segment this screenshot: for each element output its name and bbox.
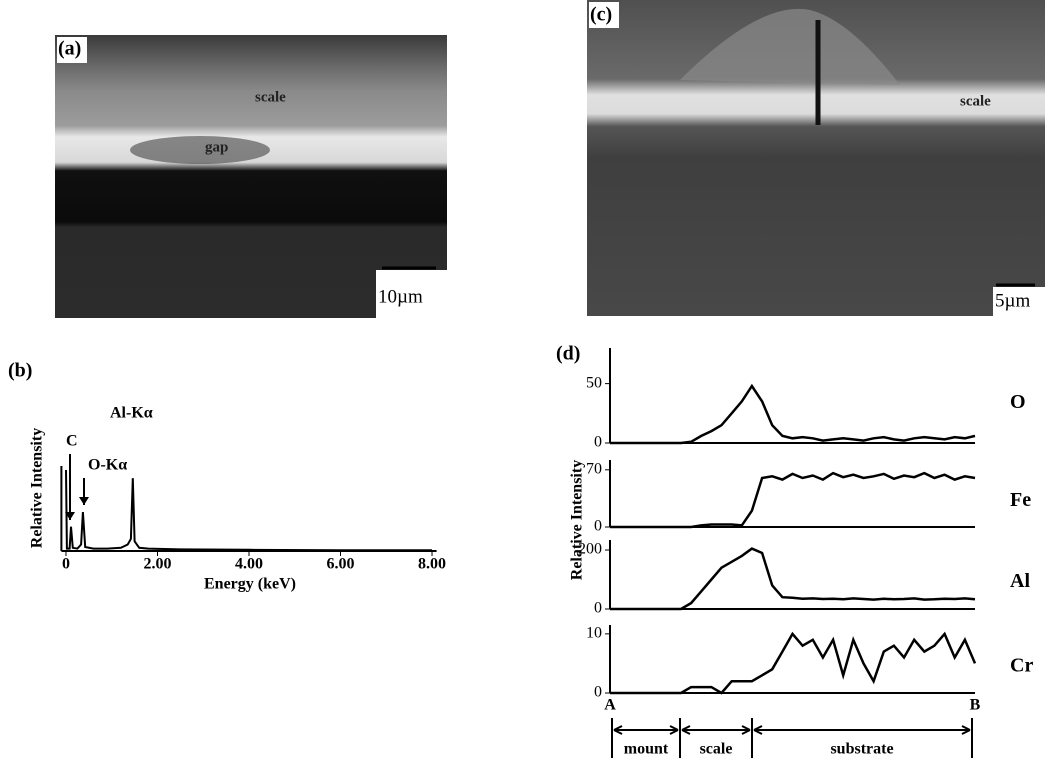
profile-line — [610, 383, 976, 445]
label-box — [57, 37, 87, 63]
x-tick-label: 4.00 — [235, 556, 263, 573]
x-tick-label: 8.00 — [418, 556, 446, 573]
segment-label: substrate — [830, 741, 893, 758]
peak-label: C — [66, 433, 78, 450]
y-tick-label: 50 — [586, 374, 602, 391]
peak-arrowhead — [65, 512, 75, 520]
start-label: A — [604, 697, 616, 714]
panel-label: (d) — [556, 343, 580, 365]
scale-bar-box — [376, 270, 447, 318]
panel-label: (a) — [58, 38, 81, 60]
spectrum-line — [65, 469, 432, 552]
end-label: B — [970, 697, 981, 714]
x-tick-label: 0 — [62, 556, 70, 573]
label-box — [589, 2, 619, 28]
y-tick-label: 0 — [594, 434, 602, 451]
x-tick-label: 2.00 — [143, 556, 171, 573]
peak-label: O-Kα — [88, 457, 127, 474]
x-tick-label: 6.00 — [327, 556, 355, 573]
y-tick-label: 200 — [578, 541, 602, 558]
y-tick-label: 0 — [594, 684, 602, 701]
gap-feature — [130, 136, 270, 164]
segment-label: mount — [624, 741, 669, 758]
scale-bar-label: 5µm — [995, 290, 1030, 311]
y-axis-label: Relative Intensity — [569, 460, 586, 580]
element-label: Fe — [1010, 489, 1031, 511]
segment-label: scale — [700, 741, 733, 758]
region-label: scale — [255, 89, 286, 105]
y-tick-label: 70 — [586, 460, 602, 477]
profile-line — [610, 471, 976, 529]
y-tick-label: 10 — [586, 625, 602, 642]
profile-line — [610, 547, 976, 611]
scale-feature — [680, 8, 900, 85]
region-label: gap — [205, 139, 228, 155]
scale-bar-box — [993, 287, 1045, 316]
y-axis-label: Relative Intensity — [29, 428, 46, 548]
element-label: Cr — [1010, 655, 1033, 677]
y-tick-label: 0 — [594, 518, 602, 535]
region-label: scale — [960, 93, 991, 109]
panel-label: (c) — [590, 4, 612, 26]
y-tick-label: 0 — [594, 600, 602, 617]
x-axis-label: Energy (keV) — [204, 576, 296, 593]
peak-label: Al-Kα — [110, 405, 153, 422]
profile-line — [610, 631, 977, 695]
scale-bar-label: 10µm — [378, 286, 423, 307]
panel-label: (b) — [8, 360, 32, 382]
element-label: O — [1010, 391, 1026, 413]
element-label: Al — [1010, 570, 1030, 592]
peak-arrowhead — [79, 497, 89, 505]
segment-markers — [611, 718, 973, 758]
